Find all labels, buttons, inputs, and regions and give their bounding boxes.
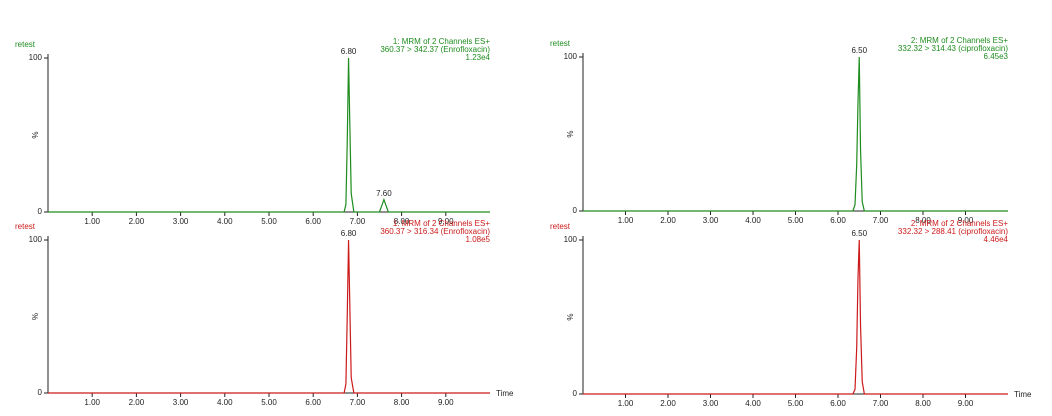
x-tick-label: 1.00 [84,217,100,226]
y-axis-label: % [31,131,40,138]
trace-header: 1.23e4 [466,53,491,62]
trace [48,239,490,394]
x-tick-label: 5.00 [261,217,277,226]
x-tick-label: 2.00 [660,216,676,225]
trace-header: 360.37 > 316.34 (Enrofloxacin) [380,227,490,236]
x-tick-label: 8.00 [394,398,410,407]
trace-header: 332.32 > 288.41 (ciprofloxacin) [898,227,1008,236]
y-tick-label: 0 [38,207,43,216]
y-tick-label: 100 [29,235,43,244]
x-tick-label: 3.00 [173,398,189,407]
x-tick-label: 9.00 [438,398,454,407]
x-tick-label: 4.00 [217,398,233,407]
x-tick-label: 3.00 [703,216,719,225]
trace-header: 2: MRM of 2 Channels ES+ [911,36,1008,45]
trace-header: 360.37 > 342.37 (Enrofloxacin) [380,45,490,54]
peak-label: 6.80 [341,229,357,238]
y-tick-label: 0 [573,389,578,398]
y-tick-label: 0 [38,388,43,397]
y-axis-label: % [31,313,40,320]
x-tick-label: 9.00 [958,399,974,408]
sample-name: retest [15,222,36,231]
trace [48,57,490,213]
trace-header: 4.46e4 [984,235,1009,244]
x-tick-label: 1.00 [618,399,634,408]
peak-label: 6.80 [341,47,357,56]
sample-name: retest [550,222,571,231]
trace-header: 2: MRM of 2 Channels ES+ [911,219,1008,228]
x-tick-label: 2.00 [129,398,145,407]
sample-name: retest [15,40,36,49]
y-axis-label: % [566,313,575,320]
x-tick-label: 2.00 [129,217,145,226]
x-tick-label: 4.00 [745,216,761,225]
x-tick-label: 3.00 [173,217,189,226]
x-tick-label: 1.00 [84,398,100,407]
trace-header: 1.08e5 [466,235,491,244]
x-tick-label: 2.00 [660,399,676,408]
peak-label: 7.60 [376,189,392,198]
sample-name: retest [550,39,571,48]
y-tick-label: 100 [29,53,43,62]
x-tick-label: 9.00 [958,216,974,225]
y-tick-label: 0 [573,206,578,215]
peak-label: 6.50 [851,229,867,238]
x-tick-label: 5.00 [261,398,277,407]
x-tick-label: 4.00 [217,217,233,226]
trace-header: 6.45e3 [984,52,1009,61]
x-tick-label: 7.00 [350,217,366,226]
x-tick-label: 7.00 [350,398,366,407]
x-tick-label: 7.00 [873,399,889,408]
x-tick-label: 6.00 [305,217,321,226]
x-tick-label: 6.00 [830,216,846,225]
trace-header: 332.32 > 314.43 (ciprofloxacin) [898,44,1008,53]
y-axis-label: % [566,130,575,137]
x-tick-label: 5.00 [788,399,804,408]
x-tick-label: 6.00 [305,398,321,407]
x-tick-label: 9.00 [438,217,454,226]
x-tick-label: 6.00 [830,399,846,408]
x-tick-label: 8.00 [915,399,931,408]
x-axis-label: Time [1014,390,1032,399]
y-tick-label: 100 [564,235,578,244]
x-tick-label: 1.00 [618,216,634,225]
y-tick-label: 100 [564,52,578,61]
trace [583,56,1008,212]
x-tick-label: 3.00 [703,399,719,408]
trace-header: 1: MRM of 2 Channels ES+ [393,219,490,228]
x-tick-label: 8.00 [915,216,931,225]
x-tick-label: 4.00 [745,399,761,408]
x-tick-label: 8.00 [394,217,410,226]
trace-header: 1: MRM of 2 Channels ES+ [393,37,490,46]
trace [583,239,1008,395]
x-axis-label: Time [496,389,514,398]
peak-label: 6.50 [851,46,867,55]
x-tick-label: 5.00 [788,216,804,225]
x-tick-label: 7.00 [873,216,889,225]
